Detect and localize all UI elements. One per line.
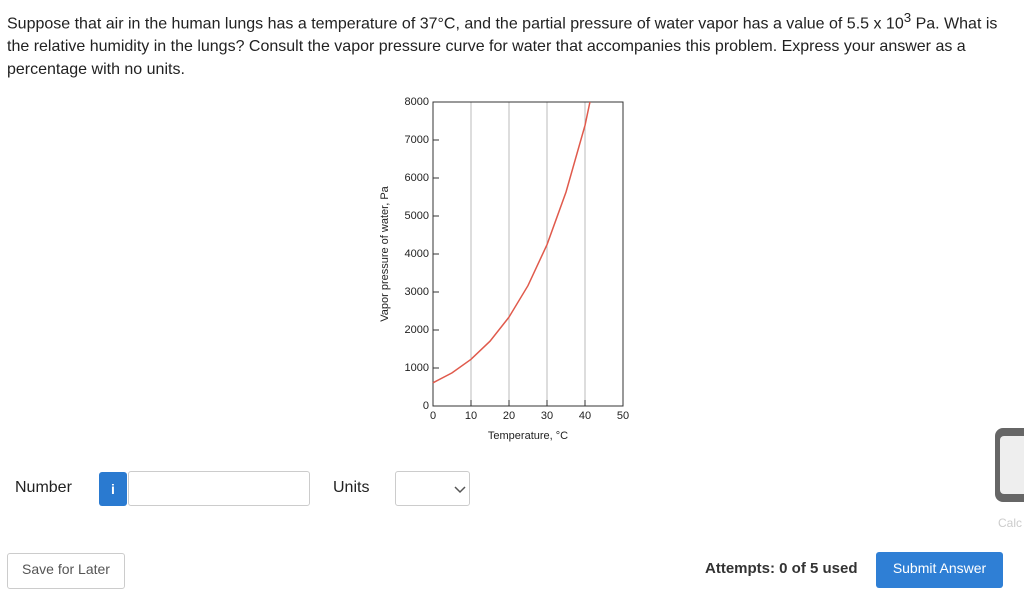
number-input[interactable]	[128, 471, 310, 506]
y-tick-label: 0	[423, 400, 429, 412]
question-text-part: Suppose that air in the human lungs has …	[7, 15, 904, 33]
y-tick-label: 1000	[405, 362, 429, 374]
submit-button[interactable]: Submit Answer	[876, 552, 1003, 588]
curve	[432, 101, 591, 384]
superscript: 3	[903, 10, 912, 25]
y-tick-label: 3000	[405, 286, 429, 298]
x-axis-label: Temperature, °C	[488, 430, 568, 442]
question-text: Suppose that air in the human lungs has …	[7, 6, 1007, 81]
x-tick-label: 20	[503, 410, 515, 422]
number-label: Number	[15, 479, 72, 496]
x-tick-label: 30	[541, 410, 553, 422]
y-tick-label: 4000	[405, 248, 429, 260]
x-tick-label: 0	[430, 410, 436, 422]
units-select[interactable]	[395, 471, 470, 506]
y-tick-label: 7000	[405, 134, 429, 146]
y-tick-label: 2000	[405, 324, 429, 336]
page-body: Suppose that air in the human lungs has …	[7, 6, 1024, 589]
calculator-screen	[1000, 436, 1024, 494]
attempts-text: Attempts: 0 of 5 used	[705, 560, 858, 577]
y-tick-label: 8000	[405, 96, 429, 108]
save-button[interactable]: Save for Later	[7, 553, 125, 589]
chart: Vapor pressure of water, Pa Temperature,…	[379, 96, 629, 442]
chevron	[454, 486, 466, 494]
page: {"question": {"text_before": "Suppose th…	[7, 6, 1024, 589]
plot-frame	[432, 101, 624, 407]
y-tick-label: 6000	[405, 172, 429, 184]
y-axis-label: Vapor pressure of water, Pa	[379, 185, 391, 321]
y-tick-label: 5000	[405, 210, 429, 222]
info-button[interactable]: i	[99, 472, 127, 506]
x-tick-label: 40	[579, 410, 591, 422]
units-label: Units	[333, 479, 370, 496]
x-tick-label: 10	[465, 410, 477, 422]
calculator-icon[interactable]	[995, 428, 1024, 502]
question-text-part: Pa. What is the relative humidity in the…	[7, 15, 998, 79]
calculator-label: Calc	[998, 516, 1023, 530]
x-tick-label: 50	[617, 410, 629, 422]
